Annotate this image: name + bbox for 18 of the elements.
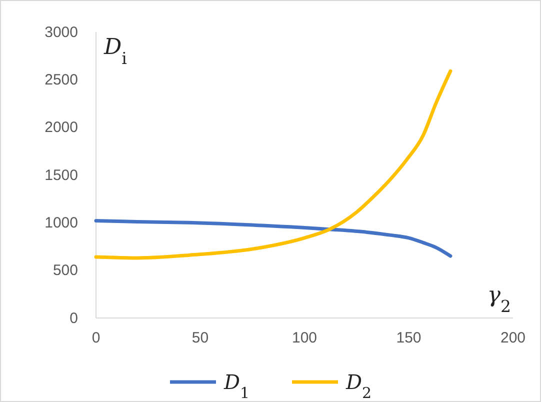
y-tick-label: 1000 — [44, 214, 78, 232]
y-tick-label: 1500 — [44, 166, 78, 184]
y-axis-title: D$_{i}$ — [103, 35, 127, 68]
y-tick-label: 3000 — [44, 24, 78, 41]
x-tick-label: 200 — [500, 330, 526, 347]
x-tick-label: 0 — [92, 330, 100, 347]
x-tick-label: 150 — [396, 330, 422, 347]
legend-label: D$_{1}$ — [223, 370, 250, 402]
line-series — [94, 69, 452, 260]
y-tick-label: 500 — [52, 262, 78, 280]
x-axis-title: γ$_{2}$ — [487, 283, 511, 316]
legend-label: D$_{2}$ — [345, 370, 372, 402]
y-tick-label: 2000 — [44, 119, 78, 136]
y-tick-label: 2500 — [44, 71, 78, 88]
y-tick-label: 0 — [70, 310, 78, 327]
x-tick-label: 50 — [192, 330, 209, 347]
x-tick-label: 100 — [292, 330, 318, 347]
line-series — [94, 219, 452, 258]
